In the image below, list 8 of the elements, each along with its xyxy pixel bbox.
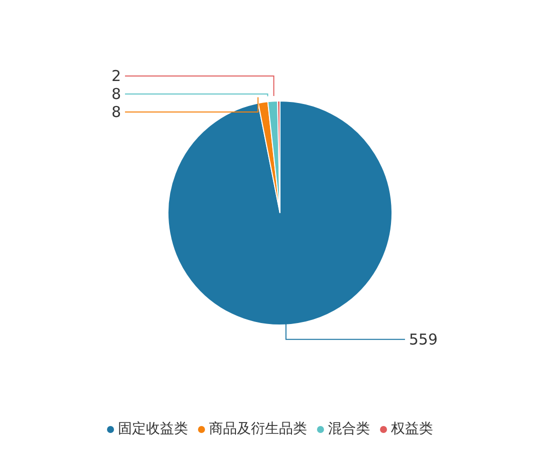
legend-label: 权益类 <box>391 421 433 437</box>
data-label: 8 <box>111 85 121 104</box>
legend-label: 商品及衍生品类 <box>209 421 307 437</box>
data-label: 2 <box>111 67 121 86</box>
legend-label: 固定收益类 <box>118 421 188 437</box>
legend-label: 混合类 <box>328 421 370 437</box>
data-label: 8 <box>111 103 121 122</box>
data-label: 559 <box>409 330 438 348</box>
